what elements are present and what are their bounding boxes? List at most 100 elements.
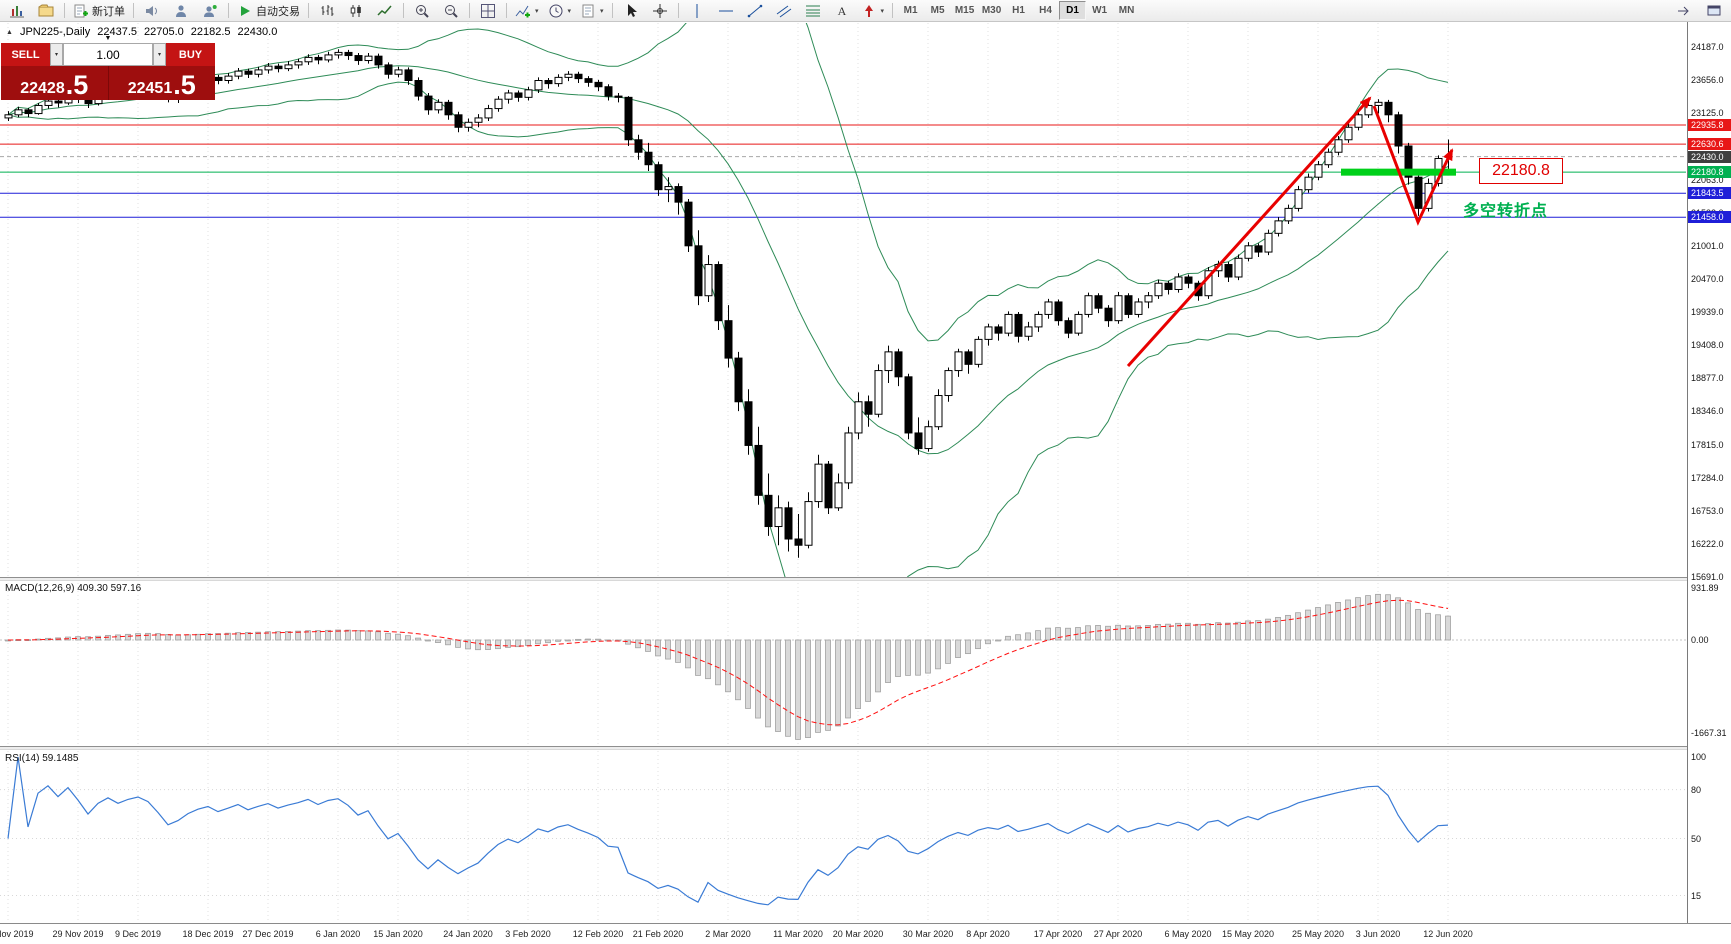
- channel-button[interactable]: [770, 1, 798, 21]
- vertical-line-button[interactable]: [683, 1, 711, 21]
- date-axis-label: 15 May 2020: [1221, 929, 1275, 939]
- date-axis-label: 17 Apr 2020: [1033, 929, 1083, 939]
- date-axis-label: 20 Nov 2019: [0, 929, 34, 939]
- volume-input[interactable]: [63, 43, 153, 66]
- toolbar-separator: [308, 3, 309, 18]
- timeframe-m15[interactable]: M15: [954, 5, 975, 16]
- date-axis-label: 11 Mar 2020: [773, 929, 823, 939]
- profiles-button[interactable]: [32, 1, 60, 21]
- chevron-down-icon: ▾: [600, 7, 604, 15]
- axis-value-label: 931.89: [1691, 583, 1719, 593]
- timeframe-m1[interactable]: M1: [903, 5, 918, 16]
- horizontal-line-button[interactable]: [712, 1, 740, 21]
- channel-icon: [776, 5, 791, 17]
- toolbar-separator: [611, 3, 613, 18]
- zoom-in-button[interactable]: [408, 1, 436, 21]
- periods-button[interactable]: ▾: [544, 1, 576, 21]
- sell-price[interactable]: 22428 .5: [1, 66, 108, 100]
- high-value: 22705.0: [144, 26, 184, 38]
- panel-collapse-icon[interactable]: ▼: [104, 35, 112, 42]
- timeframe-m30[interactable]: M30: [981, 5, 1002, 16]
- trendline-button[interactable]: [741, 1, 769, 21]
- market-button[interactable]: [167, 1, 195, 21]
- templates-button[interactable]: ▾: [576, 1, 608, 21]
- text-tool-button[interactable]: A: [828, 1, 856, 21]
- trend-arrow-zigzag[interactable]: [1372, 105, 1454, 226]
- indicators-button[interactable]: ▾: [511, 1, 543, 21]
- new-order-button[interactable]: 新订单: [69, 1, 129, 21]
- new-order-icon: [74, 4, 88, 17]
- cursor-button[interactable]: [617, 1, 645, 21]
- svg-text:A: A: [837, 4, 846, 18]
- candlestick-chart-button[interactable]: [342, 1, 370, 21]
- price-marker: 22935.8: [1688, 119, 1731, 132]
- profiles-folder-icon: [38, 4, 54, 16]
- rsi-panel: [0, 756, 1686, 906]
- timeframe-h1[interactable]: H1: [1012, 5, 1025, 16]
- buy-price[interactable]: 22451 .5: [107, 66, 216, 100]
- rsi-line: [7, 756, 1449, 906]
- text-icon: A: [837, 4, 846, 18]
- window-layout-button[interactable]: [1700, 1, 1728, 21]
- timeframe-mn[interactable]: MN: [1118, 5, 1135, 16]
- price-axis[interactable]: 24187.023656.023125.022594.022063.021532…: [1687, 22, 1731, 923]
- drawing-objects[interactable]: [1126, 96, 1456, 368]
- toolbar-separator: [403, 3, 404, 18]
- turning-point-text[interactable]: 多空转折点: [1463, 203, 1549, 220]
- bar-chart-button[interactable]: [313, 1, 341, 21]
- zoom-out-button[interactable]: [437, 1, 465, 21]
- axis-value-label: 23125.0: [1691, 108, 1724, 119]
- price-annotation-box[interactable]: 22180.8: [1479, 158, 1563, 184]
- chart-shift-button[interactable]: [1670, 1, 1698, 21]
- symbol-period-label: JPN225-,Daily: [19, 26, 91, 38]
- volume-increase-caret[interactable]: ▾: [153, 43, 166, 66]
- axis-value-label: 17815.0: [1691, 439, 1724, 450]
- arrows-tool-button[interactable]: ▾: [857, 1, 889, 21]
- date-axis-label: 29 Nov 2019: [52, 929, 104, 939]
- trend-arrow-up[interactable]: [1126, 96, 1372, 368]
- date-axis-label: 2 Mar 2020: [705, 929, 751, 939]
- crosshair-button[interactable]: [646, 1, 674, 21]
- timeframe-w1[interactable]: W1: [1092, 5, 1108, 16]
- sell-price-main: 22428: [20, 80, 65, 97]
- date-axis-label: 9 Dec 2019: [114, 929, 162, 939]
- alerts-button[interactable]: [138, 1, 166, 21]
- date-axis-label: 6 Jan 2020: [315, 929, 361, 939]
- zoom-out-icon: [445, 4, 458, 18]
- toolbar-separator: [133, 3, 134, 18]
- toolbar-separator: [64, 3, 65, 18]
- main-toolbar: 新订单 自动交易 ▾ ▾ ▾: [0, 0, 1731, 22]
- timeframe-m5[interactable]: M5: [930, 5, 945, 16]
- fibonacci-button[interactable]: [799, 1, 827, 21]
- volume-decrease-caret[interactable]: ▾: [50, 43, 63, 66]
- signals-button[interactable]: [196, 1, 224, 21]
- axis-value-label: 15691.0: [1691, 572, 1724, 582]
- close-value: 22430.0: [237, 26, 278, 38]
- date-axis-label: 3 Jun 2020: [1355, 929, 1401, 939]
- clock-icon: [549, 4, 563, 17]
- line-chart-button[interactable]: [371, 1, 399, 21]
- chart-title-line: ▲ JPN225-,Daily 22437.5 22705.0 22182.5 …: [6, 26, 277, 38]
- zoom-in-icon: [416, 4, 429, 18]
- new-order-label: 新订单: [92, 5, 125, 18]
- tile-windows-button[interactable]: [474, 1, 502, 21]
- buy-button[interactable]: BUY: [166, 43, 215, 66]
- crosshair-icon: [652, 3, 667, 18]
- sell-button[interactable]: SELL: [1, 43, 50, 66]
- grid-lines: [7, 23, 1449, 920]
- autotrading-button[interactable]: 自动交易: [233, 1, 304, 21]
- timeframe-d1[interactable]: D1: [1059, 1, 1087, 20]
- axis-value-label: 15: [1691, 890, 1702, 901]
- macd-panel-splitter[interactable]: [0, 577, 1731, 581]
- cursor-icon: [627, 3, 637, 17]
- rsi-panel-splitter[interactable]: [0, 746, 1731, 750]
- axis-value-label: 19408.0: [1691, 340, 1724, 351]
- time-axis[interactable]: 20 Nov 2019 29 Nov 2019 9 Dec 2019 18 Dec 2…: [0, 923, 1731, 944]
- timeframe-h4[interactable]: H4: [1039, 5, 1052, 16]
- new-chart-button[interactable]: [3, 1, 31, 21]
- open-value: 22437.5: [97, 26, 138, 38]
- date-axis-label: 27 Dec 2019: [242, 929, 294, 939]
- toolbar-separator: [892, 3, 894, 18]
- tile-windows-icon: [481, 3, 495, 18]
